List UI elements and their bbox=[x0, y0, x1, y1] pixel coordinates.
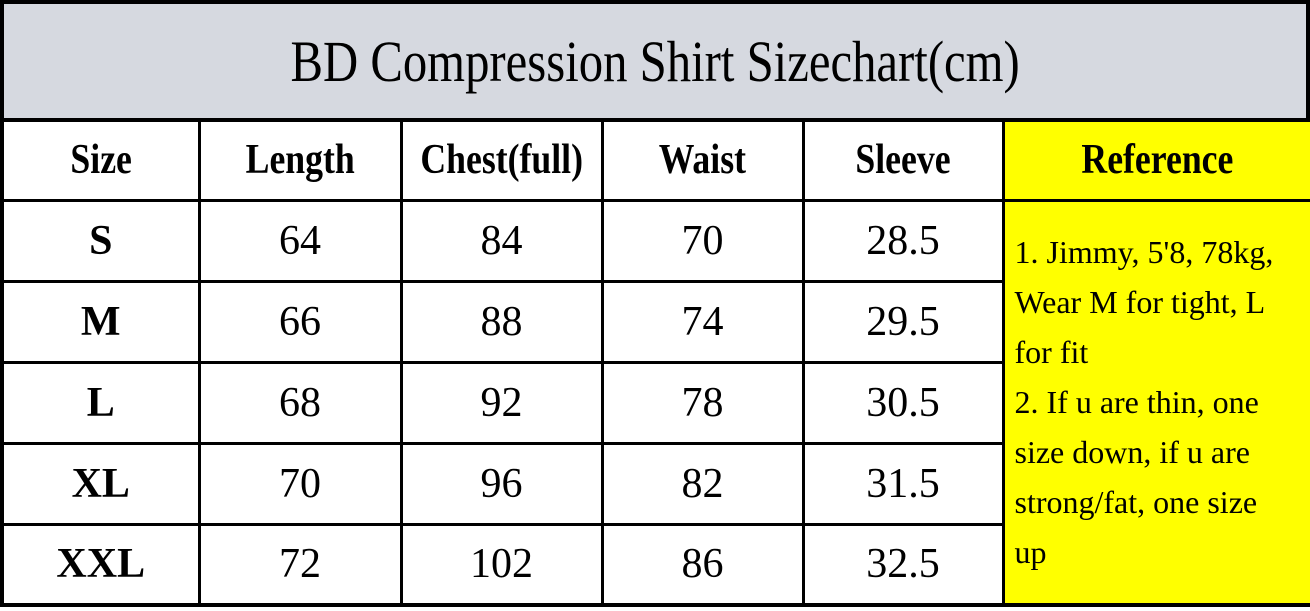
sleeve-cell: 28.5 bbox=[801, 198, 1005, 283]
sleeve-cell: 29.5 bbox=[801, 279, 1005, 364]
chest-cell: 88 bbox=[399, 279, 604, 364]
table-row-l: L 68 92 78 30.5 bbox=[0, 360, 1310, 445]
reference-note-line: strong/fat, one size bbox=[1014, 484, 1258, 521]
length-cell: 70 bbox=[197, 441, 403, 526]
table-row-m: M 66 88 74 29.5 bbox=[0, 279, 1310, 364]
size-cell: XL bbox=[0, 441, 201, 526]
reference-cell: 1. Jimmy, 5'8, 78kg, Wear M for tight, L… bbox=[1001, 198, 1310, 607]
size-cell: XXL bbox=[0, 522, 201, 607]
size-cell: L bbox=[0, 360, 201, 445]
column-header-reference-label: Reference bbox=[1081, 137, 1234, 184]
column-header-chest-label: Chest(full) bbox=[420, 137, 583, 184]
length-cell: 72 bbox=[197, 522, 403, 607]
sleeve-cell: 32.5 bbox=[801, 522, 1005, 607]
sleeve-cell: 31.5 bbox=[801, 441, 1005, 526]
reference-note-line: Wear M for tight, L bbox=[1014, 284, 1266, 321]
column-header-waist: Waist bbox=[600, 118, 805, 202]
column-header-reference: Reference bbox=[1001, 118, 1310, 202]
length-cell: 66 bbox=[197, 279, 403, 364]
reference-note-line: size down, if u are bbox=[1014, 434, 1250, 471]
column-header-size: Size bbox=[0, 118, 201, 202]
length-cell: 68 bbox=[197, 360, 403, 445]
length-cell: 64 bbox=[197, 198, 403, 283]
reference-note-line: up bbox=[1014, 534, 1047, 571]
table-row-xl: XL 70 96 82 31.5 bbox=[0, 441, 1310, 526]
table-row-s: S 64 84 70 28.5 1. Jimmy, 5'8, 78kg, Wea… bbox=[0, 198, 1310, 607]
size-cell: S bbox=[0, 198, 201, 283]
waist-cell: 78 bbox=[600, 360, 805, 445]
sleeve-cell: 30.5 bbox=[801, 360, 1005, 445]
waist-cell: 86 bbox=[600, 522, 805, 607]
chest-cell: 102 bbox=[399, 522, 604, 607]
column-header-size-label: Size bbox=[70, 137, 132, 184]
waist-cell: 82 bbox=[600, 441, 805, 526]
chest-cell: 84 bbox=[399, 198, 604, 283]
chest-cell: 92 bbox=[399, 360, 604, 445]
page-title: BD Compression Shirt Sizechart(cm) bbox=[290, 28, 1020, 94]
column-header-chest: Chest(full) bbox=[399, 118, 604, 202]
sizechart-table: Size Length Chest(full) Waist Sleeve Ref… bbox=[0, 118, 1310, 607]
table-row-xxl: XXL 72 102 86 32.5 bbox=[0, 522, 1310, 607]
reference-note-line: 2. If u are thin, one bbox=[1014, 384, 1259, 421]
column-header-sleeve: Sleeve bbox=[801, 118, 1005, 202]
reference-note-line: 1. Jimmy, 5'8, 78kg, bbox=[1014, 234, 1274, 271]
chest-cell: 96 bbox=[399, 441, 604, 526]
waist-cell: 74 bbox=[600, 279, 805, 364]
title-bar: BD Compression Shirt Sizechart(cm) bbox=[0, 0, 1310, 122]
column-header-waist-label: Waist bbox=[658, 137, 747, 184]
waist-cell: 70 bbox=[600, 198, 805, 283]
column-header-sleeve-label: Sleeve bbox=[855, 137, 951, 184]
size-cell: M bbox=[0, 279, 201, 364]
column-header-length: Length bbox=[197, 118, 403, 202]
header-row: Size Length Chest(full) Waist Sleeve Ref… bbox=[0, 118, 1310, 202]
column-header-length-label: Length bbox=[245, 137, 355, 184]
reference-note-line: for fit bbox=[1014, 334, 1089, 371]
